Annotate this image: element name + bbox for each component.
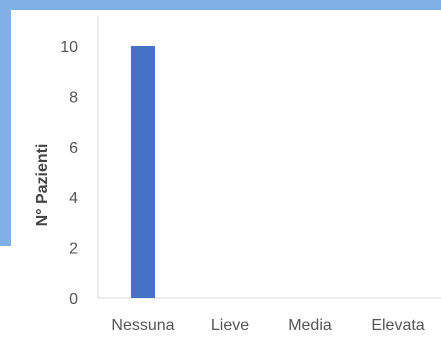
y-tick-label: 10 — [60, 39, 78, 56]
background-band-top — [0, 0, 441, 10]
x-tick-label: Lieve — [211, 317, 249, 334]
y-tick-label: 2 — [69, 241, 78, 258]
y-tick-label: 6 — [69, 140, 78, 157]
bars — [131, 46, 155, 298]
x-axis-ticks: Nessuna Lieve Media Elevata — [111, 317, 424, 334]
y-tick-label: 8 — [69, 89, 78, 106]
x-tick-label: Elevata — [371, 317, 424, 334]
y-tick-label: 4 — [69, 190, 78, 207]
chart-area — [11, 10, 441, 338]
bar — [131, 46, 155, 298]
y-axis-ticks: 0 2 4 6 8 10 — [60, 39, 78, 308]
y-axis-label: N° Pazienti — [34, 144, 51, 227]
x-tick-label: Media — [288, 317, 332, 334]
y-tick-label: 0 — [69, 291, 78, 308]
background-band-left — [0, 0, 11, 246]
x-tick-label: Nessuna — [111, 317, 174, 334]
